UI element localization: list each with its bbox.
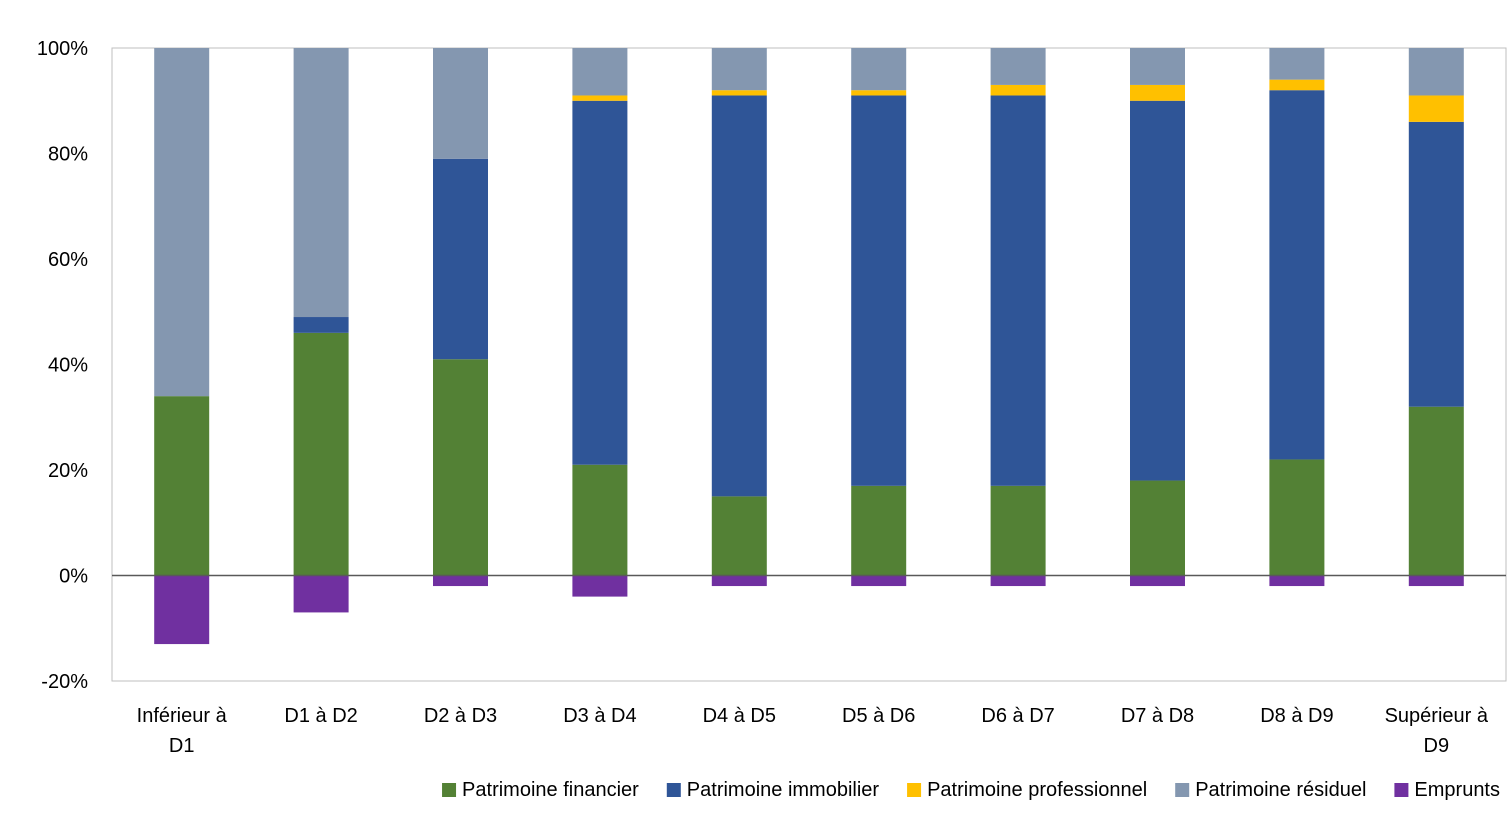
bar-segment bbox=[990, 95, 1046, 486]
x-category-label: D4 à D5 bbox=[703, 705, 776, 727]
x-category-label: D3 à D4 bbox=[563, 705, 636, 727]
y-tick-label: 20% bbox=[48, 460, 88, 482]
legend-swatch bbox=[907, 783, 922, 797]
bar-segment bbox=[851, 485, 907, 576]
bar-segment bbox=[1408, 48, 1464, 96]
legend-swatch bbox=[666, 783, 681, 797]
y-tick-label: -20% bbox=[41, 671, 88, 693]
bar-segment bbox=[711, 48, 767, 91]
bar-segment bbox=[711, 575, 767, 587]
bar-segment bbox=[154, 48, 210, 397]
x-axis-categories: Inférieur à D1 D1 à D2 D2 à D3 D3 à D4 D4 à D… bbox=[137, 705, 1489, 757]
bar-segment bbox=[293, 317, 349, 333]
bar-segment bbox=[572, 48, 628, 96]
x-category-label: Supérieur à bbox=[1385, 705, 1489, 727]
bar-segment bbox=[433, 359, 488, 576]
bar-segment bbox=[990, 48, 1046, 85]
x-category-label: D9 bbox=[1424, 735, 1450, 757]
bar-segment bbox=[1130, 575, 1185, 587]
legend-label: Patrimoine immobilier bbox=[687, 779, 880, 801]
bar-segment bbox=[433, 575, 488, 587]
bar-segment bbox=[1269, 79, 1325, 91]
bar-segment bbox=[154, 396, 210, 576]
bar-segment bbox=[1408, 575, 1464, 587]
bar-segment bbox=[990, 575, 1046, 587]
y-tick-label: 100% bbox=[37, 38, 88, 60]
bars-layer bbox=[154, 48, 1464, 645]
bar-segment bbox=[1269, 575, 1325, 587]
bar-segment bbox=[711, 496, 767, 576]
bar-segment bbox=[572, 100, 628, 465]
bar-segment bbox=[572, 575, 628, 597]
bar-segment bbox=[433, 48, 488, 159]
x-category-label: Inférieur à bbox=[137, 705, 228, 727]
x-category-label: D5 à D6 bbox=[842, 705, 915, 727]
x-category-label: D8 à D9 bbox=[1260, 705, 1333, 727]
legend-label: Emprunts bbox=[1414, 779, 1500, 801]
x-category-label: D1 à D2 bbox=[284, 705, 357, 727]
legend-swatch bbox=[1175, 783, 1190, 797]
y-tick-label: 60% bbox=[48, 249, 88, 271]
bar-segment bbox=[1130, 100, 1185, 481]
y-tick-label: 0% bbox=[59, 566, 88, 588]
bar-segment bbox=[1408, 406, 1464, 576]
bar-segment bbox=[851, 90, 907, 96]
legend-label: Patrimoine professionnel bbox=[927, 779, 1147, 801]
bar-segment bbox=[851, 575, 907, 587]
y-tick-label: 40% bbox=[48, 355, 88, 377]
bar-segment bbox=[154, 575, 210, 645]
y-axis-ticks: 100% 80% 60% 40% 20% 0% -20% bbox=[37, 38, 88, 693]
legend-label: Patrimoine résiduel bbox=[1195, 779, 1366, 801]
bar-segment bbox=[711, 90, 767, 96]
bar-segment bbox=[1269, 90, 1325, 460]
bar-segment bbox=[293, 332, 349, 576]
bar-segment bbox=[293, 48, 349, 318]
x-category-label: D6 à D7 bbox=[981, 705, 1054, 727]
legend-label: Patrimoine financier bbox=[462, 779, 639, 801]
legend: Patrimoine financier Patrimoine immobilie… bbox=[442, 779, 1500, 801]
bar-segment bbox=[1269, 459, 1325, 576]
bar-segment bbox=[990, 485, 1046, 576]
legend-swatch bbox=[442, 783, 457, 797]
y-tick-label: 80% bbox=[48, 144, 88, 166]
bar-segment bbox=[851, 95, 907, 486]
bar-segment bbox=[572, 95, 628, 101]
bar-segment bbox=[851, 48, 907, 91]
bar-segment bbox=[990, 84, 1046, 96]
x-category-label: D1 bbox=[169, 735, 195, 757]
x-category-label: D7 à D8 bbox=[1121, 705, 1194, 727]
bar-segment bbox=[711, 95, 767, 497]
bar-segment bbox=[1130, 84, 1185, 101]
x-category-label: D2 à D3 bbox=[424, 705, 497, 727]
bar-segment bbox=[1408, 95, 1464, 122]
bar-segment bbox=[433, 158, 488, 360]
bar-segment bbox=[1130, 480, 1185, 576]
bar-segment bbox=[293, 575, 349, 613]
bar-segment bbox=[1130, 48, 1185, 85]
legend-swatch bbox=[1394, 783, 1409, 797]
bar-segment bbox=[1269, 48, 1325, 80]
bar-segment bbox=[572, 464, 628, 576]
bar-segment bbox=[1408, 121, 1464, 407]
